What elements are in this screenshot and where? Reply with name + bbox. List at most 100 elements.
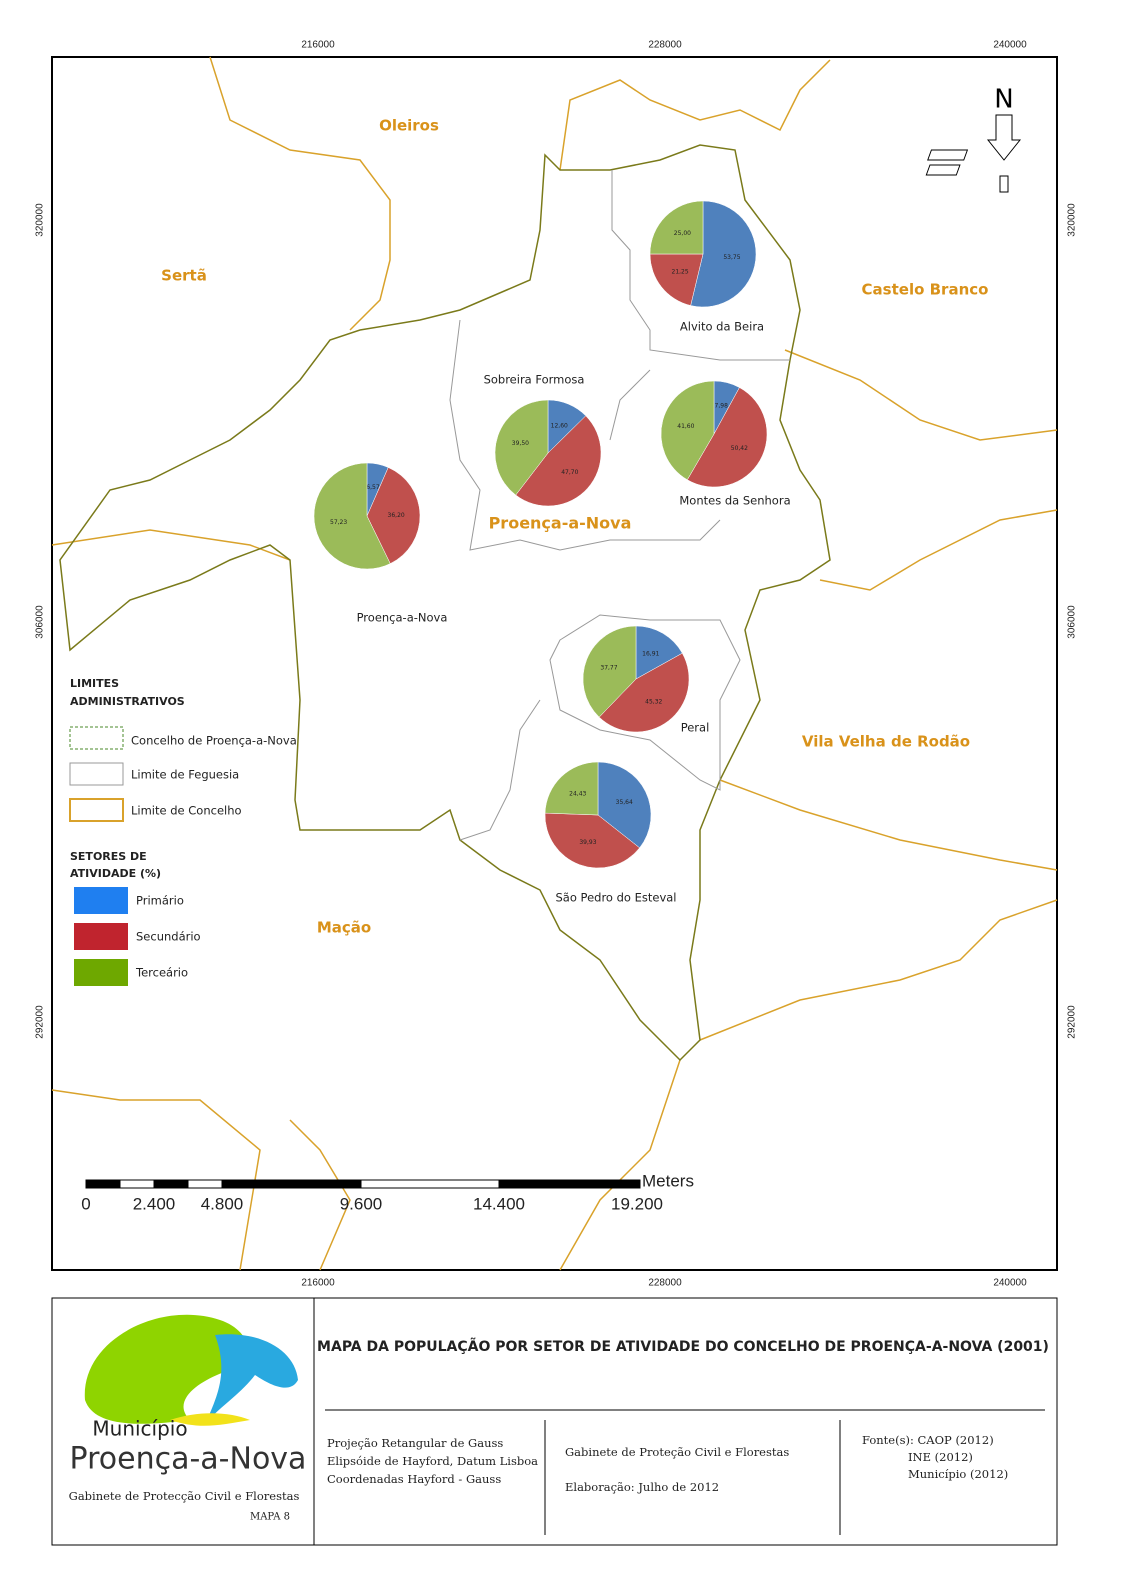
coord-label: 240000 <box>993 40 1027 51</box>
north-label: N <box>994 85 1013 115</box>
scale-label: 19.200 <box>611 1194 663 1213</box>
municipality-label: Proença-a-Nova <box>489 514 632 533</box>
scale-label: 9.600 <box>340 1194 383 1213</box>
pie-slice <box>649 200 704 255</box>
pie-value-label: 37,77 <box>600 665 617 672</box>
source: INE (2012) <box>908 1450 973 1464</box>
region-label: Castelo Branco <box>862 281 989 299</box>
legend-title: ATIVIDADE (%) <box>70 867 161 880</box>
source: Fonte(s): CAOP (2012) <box>862 1433 994 1447</box>
projection: Coordenadas Hayford - Gauss <box>327 1472 501 1486</box>
pie-slice <box>515 415 602 507</box>
pie-slice <box>544 812 640 869</box>
coord-label: 320000 <box>1067 203 1078 237</box>
pie-value-label: 53,75 <box>723 254 740 261</box>
scale-segment <box>221 1179 362 1189</box>
region-label: Sertã <box>161 267 207 285</box>
scale-segment <box>85 1179 121 1189</box>
scale-segment <box>498 1179 641 1189</box>
pie-slice <box>598 652 690 733</box>
pie-slice <box>660 380 715 481</box>
coord-label: 306000 <box>1067 605 1078 639</box>
legend-swatch <box>69 762 124 786</box>
pie-slice <box>582 625 637 718</box>
region-label: Oleiros <box>379 117 439 135</box>
parish-label: Peral <box>681 721 710 735</box>
legend-label: Terceário <box>135 966 188 980</box>
parish-label: Sobreira Formosa <box>484 373 585 387</box>
scale-label: 4.800 <box>201 1194 244 1213</box>
pie-slice <box>544 761 599 816</box>
author: Elaboração: Julho de 2012 <box>565 1480 719 1494</box>
scale-segment <box>153 1179 189 1189</box>
legend-swatch <box>74 923 128 950</box>
pie-slice <box>649 253 704 306</box>
coord-label: 240000 <box>993 1278 1027 1289</box>
pie-value-label: 50,42 <box>731 445 748 452</box>
pie-value-label: 45,32 <box>645 699 662 706</box>
parish-label: Montes da Senhora <box>679 494 790 508</box>
pie-value-label: 36,20 <box>388 512 405 519</box>
logo-text: Município <box>92 1417 187 1441</box>
coord-label: 292000 <box>35 1005 46 1039</box>
source: Município (2012) <box>908 1467 1008 1481</box>
scale-segment <box>360 1179 500 1189</box>
scale-segment <box>119 1179 155 1189</box>
logo-text: Proença-a-Nova <box>70 1442 307 1477</box>
legend-swatch <box>74 959 128 986</box>
footer-frame <box>51 1297 1058 1546</box>
pie-value-label: 47,70 <box>561 469 578 476</box>
coord-label: 228000 <box>648 40 682 51</box>
scale-unit: Meters <box>642 1171 694 1190</box>
parish-label: São Pedro do Esteval <box>556 891 677 905</box>
scale-label: 14.400 <box>473 1194 525 1213</box>
pie-slice <box>494 399 549 496</box>
coord-label: 228000 <box>648 1278 682 1289</box>
pie-value-label: 39,50 <box>512 440 529 447</box>
north-arrow <box>925 114 1022 193</box>
office: Gabinete de Protecção Civil e Florestas <box>69 1489 300 1503</box>
pie-slice <box>635 625 683 680</box>
map-id: MAPA 8 <box>250 1512 290 1523</box>
pie-value-label: 35,64 <box>616 799 633 806</box>
author: Gabinete de Proteção Civil e Florestas <box>565 1445 789 1459</box>
pie-value-label: 6,57 <box>366 484 380 491</box>
legend-label: Secundário <box>136 930 201 944</box>
pie-value-label: 24,43 <box>569 791 586 798</box>
legend-label: Primário <box>136 894 184 908</box>
scale-label: 0 <box>81 1194 90 1213</box>
pie-value-label: 39,93 <box>579 839 596 846</box>
projection: Projeção Retangular de Gauss <box>327 1436 503 1450</box>
pie-slice <box>313 462 391 570</box>
coord-label: 320000 <box>35 203 46 237</box>
pie-value-label: 12,60 <box>551 423 568 430</box>
legend-title: SETORES DE <box>70 850 147 863</box>
parish-label: Alvito da Beira <box>680 320 764 334</box>
scale-segment <box>187 1179 223 1189</box>
legend-swatch <box>69 726 124 750</box>
coord-label: 306000 <box>35 605 46 639</box>
pie-value-label: 57,23 <box>330 519 347 526</box>
coord-label: 292000 <box>1067 1005 1078 1039</box>
legend-label: Concelho de Proença-a-Nova <box>131 734 297 748</box>
pie-value-label: 41,60 <box>677 423 694 430</box>
legend-swatch <box>74 887 128 914</box>
pie-slice <box>686 387 768 488</box>
legend-swatch <box>69 798 124 822</box>
pie-slice <box>690 200 757 308</box>
legend-title: ADMINISTRATIVOS <box>70 695 185 708</box>
pie-slice <box>597 761 652 849</box>
pie-value-label: 16,91 <box>642 650 659 657</box>
legend-label: Limite de Feguesia <box>131 768 239 782</box>
projection: Elipsóide de Hayford, Datum Lisboa <box>327 1454 538 1468</box>
coord-label: 216000 <box>301 1278 335 1289</box>
parish-label: Proença-a-Nova <box>357 611 448 625</box>
parish-limits <box>449 170 790 841</box>
pie-slice <box>366 467 421 564</box>
pie-value-label: 21,25 <box>672 269 689 276</box>
pie-value-label: 25,00 <box>674 230 691 237</box>
region-label: Vila Velha de Rodão <box>802 733 970 751</box>
map-title: MAPA DA POPULAÇÃO POR SETOR DE ATIVIDADE… <box>317 1338 1049 1355</box>
scale-label: 2.400 <box>133 1194 176 1213</box>
logo <box>84 1314 298 1426</box>
